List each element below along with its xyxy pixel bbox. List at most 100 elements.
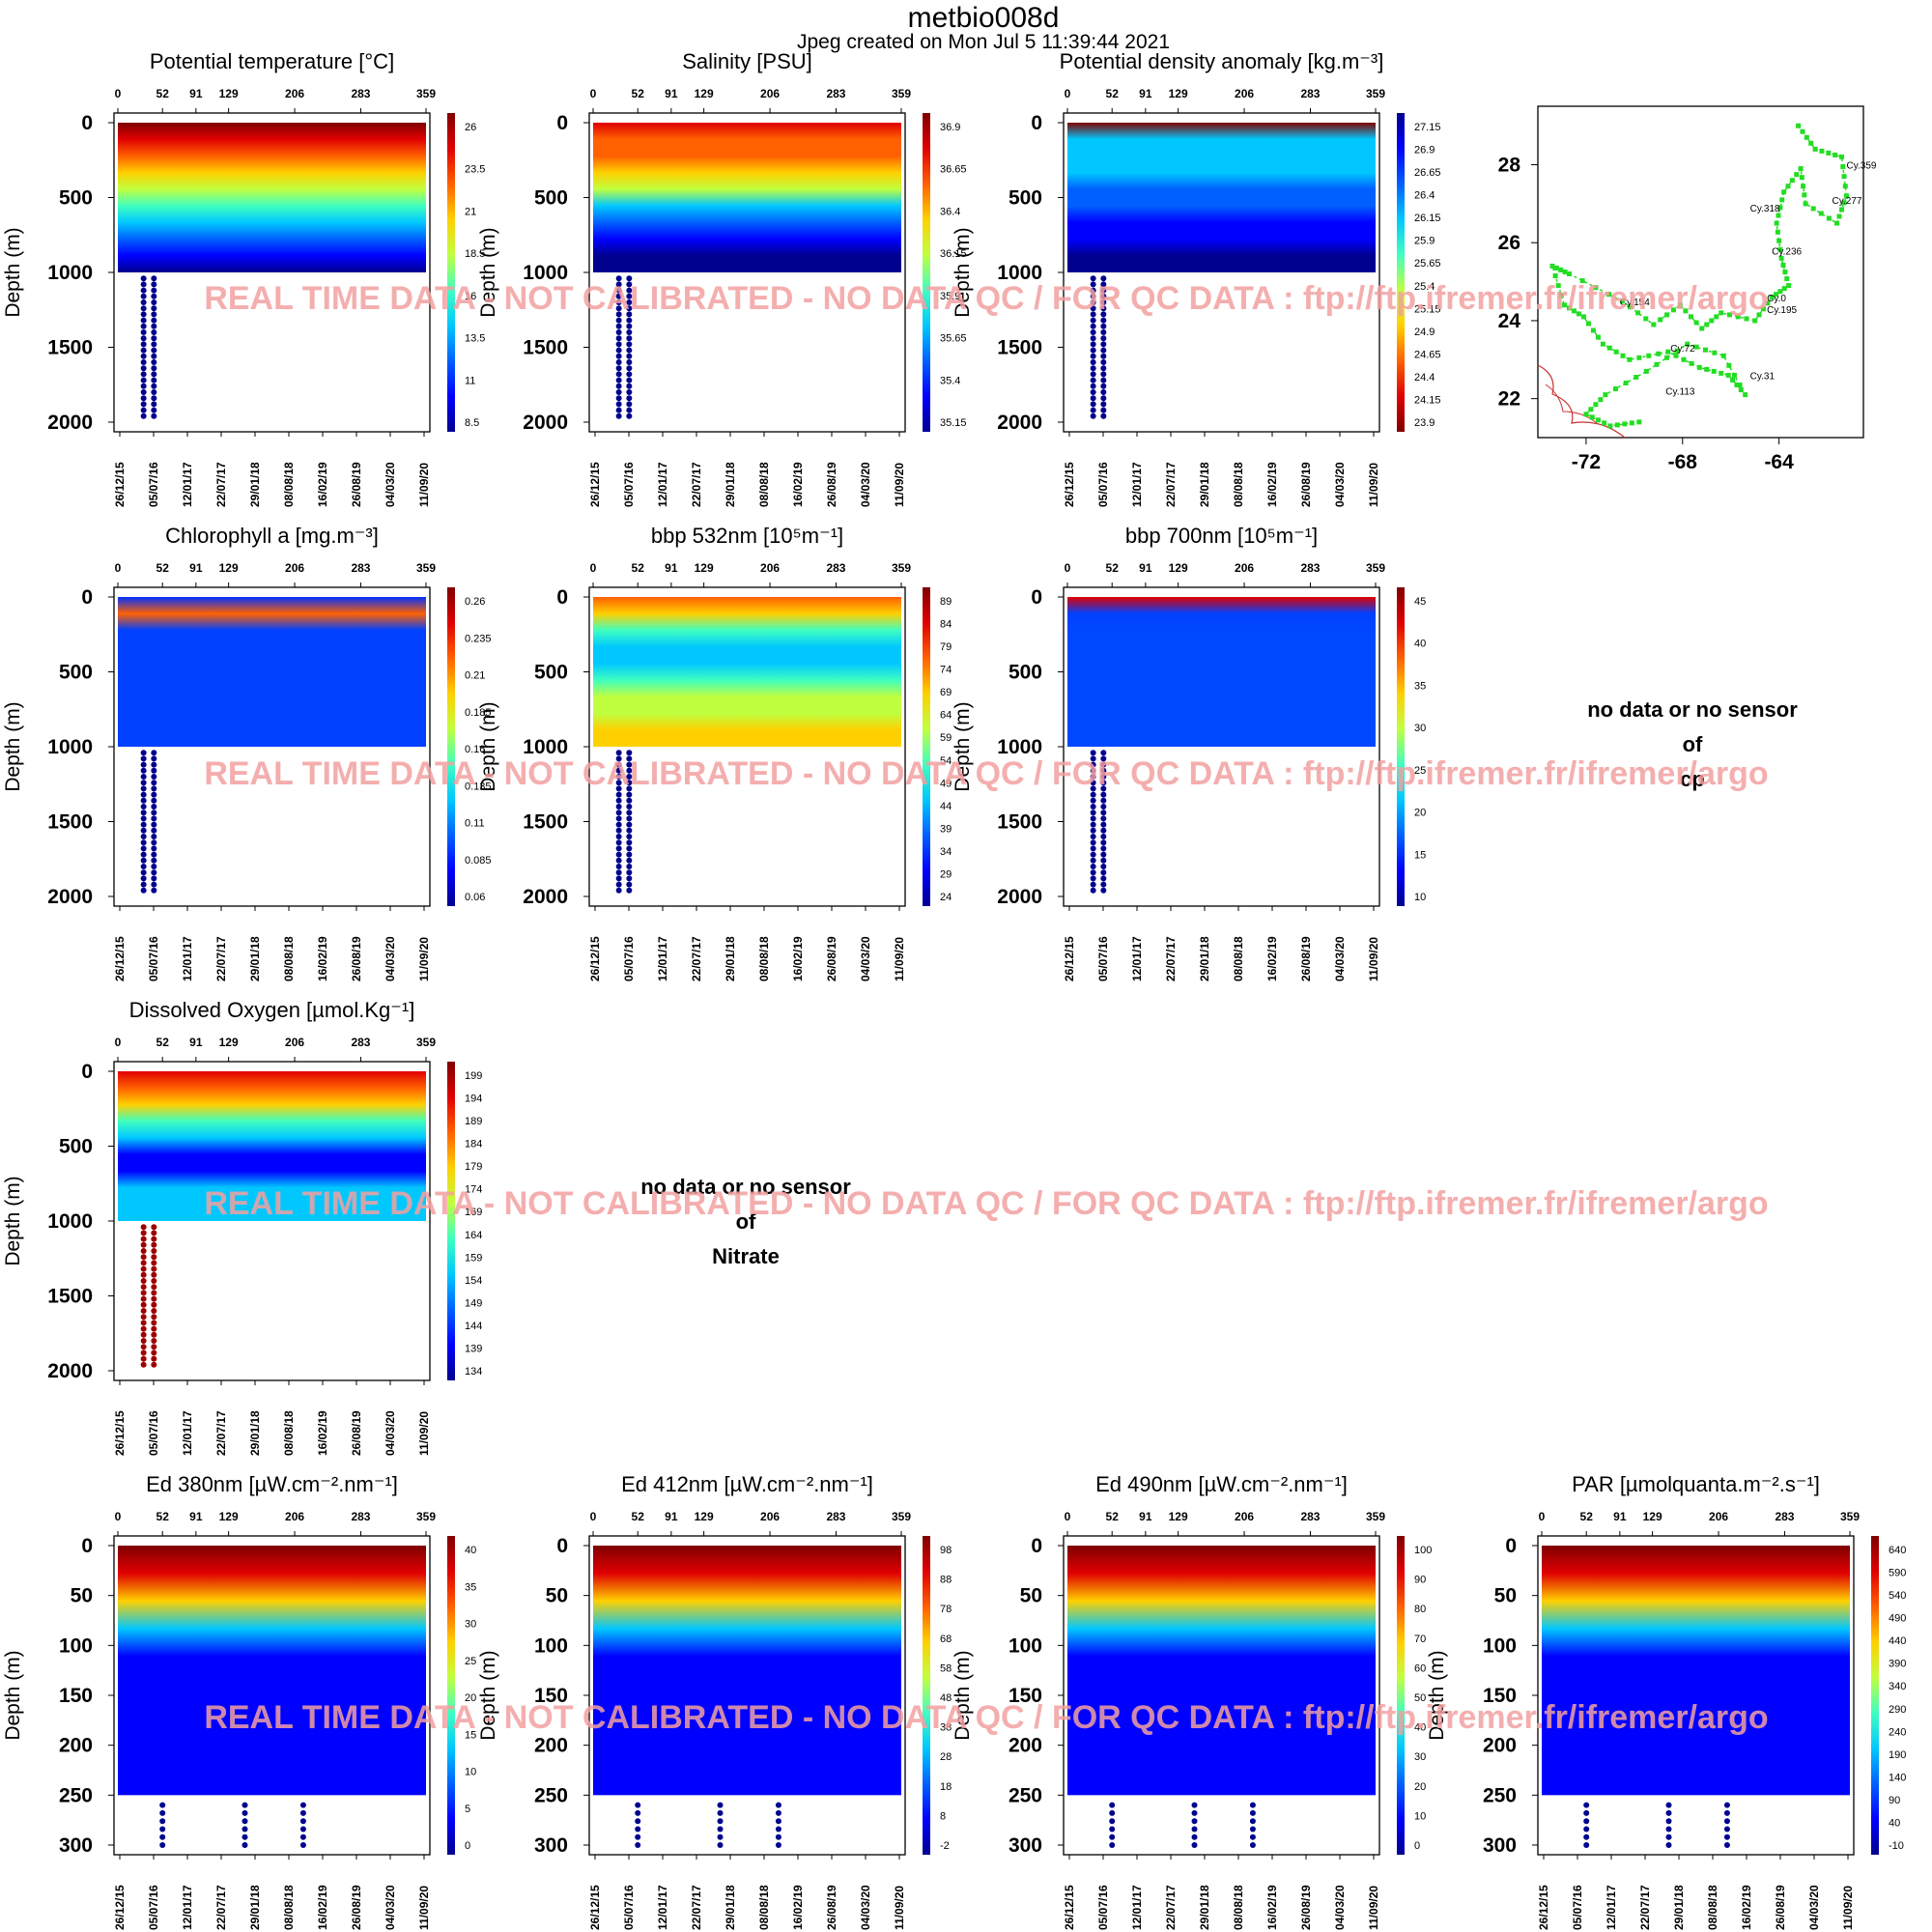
deep-profile-point <box>1100 875 1107 882</box>
deep-profile-point <box>717 1833 724 1840</box>
track-point <box>1839 207 1845 213</box>
colorbar-tick-label: 640 <box>1889 1545 1906 1556</box>
deep-profile-point <box>1100 810 1107 816</box>
deep-profile-point <box>151 1248 157 1254</box>
track-point <box>1818 211 1824 216</box>
track-point <box>1654 361 1660 367</box>
deep-profile-point <box>140 323 147 329</box>
deep-profile-point <box>140 774 147 780</box>
track-point <box>1839 154 1845 159</box>
deep-profile-point <box>1090 305 1096 312</box>
deep-profile-point <box>1100 365 1107 372</box>
colorbar-tick-label: 26.65 <box>1414 167 1441 179</box>
deep-profile-point <box>626 329 633 335</box>
deep-profile-point <box>151 1350 157 1356</box>
deep-profile-point <box>299 1833 306 1840</box>
colorbar-tick-label: 0.26 <box>465 596 485 608</box>
date-tick-label: 16/02/19 <box>316 462 329 507</box>
deep-profile-point <box>1100 335 1107 342</box>
track-point <box>1842 184 1848 189</box>
deep-profile-point <box>1090 821 1096 828</box>
track-point <box>1719 310 1724 316</box>
deep-profile-point <box>140 1301 147 1308</box>
y-tick-label: 100 <box>1483 1634 1517 1657</box>
deep-profile-point <box>140 1355 147 1362</box>
cycle-tick-label: 52 <box>632 87 645 100</box>
colorbar-tick-label: 35.4 <box>940 375 960 386</box>
profile-field <box>1067 597 1376 747</box>
deep-profile-point <box>140 1260 147 1266</box>
deep-profile-point <box>626 281 633 288</box>
track-point <box>1714 314 1719 320</box>
deep-profile-point <box>140 755 147 762</box>
deep-profile-point <box>1191 1818 1198 1825</box>
deep-profile-point <box>1109 1842 1116 1848</box>
colorbar-tick-label: 30 <box>465 1619 476 1631</box>
track-point <box>1834 220 1840 226</box>
deep-profile-point <box>151 1361 157 1368</box>
date-tick-label: 16/02/19 <box>1265 1885 1279 1930</box>
deep-profile-point <box>151 383 157 389</box>
date-tick-label: 12/01/17 <box>1605 1885 1618 1930</box>
colorbar-tick-label: -2 <box>940 1840 950 1852</box>
deep-profile-point <box>151 1241 157 1248</box>
track-point <box>1800 128 1805 134</box>
deep-profile-point <box>1090 755 1096 762</box>
date-tick-label: 04/03/20 <box>859 1885 872 1930</box>
track-point <box>1613 349 1619 355</box>
deep-profile-point <box>1090 875 1096 882</box>
deep-profile-point <box>1100 827 1107 834</box>
date-tick-label: 08/08/18 <box>282 1410 296 1456</box>
cycle-tick-label: 52 <box>632 1510 645 1523</box>
cycle-tick-label: 206 <box>1235 87 1254 100</box>
date-tick-label: 29/01/18 <box>1198 462 1211 507</box>
track-point <box>1588 407 1594 412</box>
colorbar-tick-label: 10 <box>465 1767 476 1778</box>
track-point <box>1566 305 1572 311</box>
date-tick-label: 16/02/19 <box>1265 936 1279 981</box>
date-tick-label: 08/08/18 <box>757 462 771 507</box>
deep-profile-point <box>140 815 147 822</box>
cycle-tick-label: 206 <box>285 1036 304 1049</box>
deep-profile-point <box>1100 791 1107 798</box>
deep-profile-point <box>1090 750 1096 756</box>
chart-title: Dissolved Oxygen [µmol.Kg⁻¹] <box>129 998 415 1022</box>
colorbar-tick-label: 26.4 <box>1414 190 1435 202</box>
nodata-panel-nitrate: no data or no sensor of Nitrate <box>640 1175 851 1268</box>
deep-profile-point <box>151 293 157 299</box>
track-point <box>1681 356 1687 362</box>
deep-profile-point <box>1090 412 1096 419</box>
colorbar-tick-label: 390 <box>1889 1659 1906 1670</box>
deep-profile-point <box>1191 1802 1198 1808</box>
deep-profile-point <box>151 1271 157 1278</box>
deep-profile-point <box>615 341 622 348</box>
colorbar-tick-label: 11 <box>465 375 475 386</box>
colorbar-tick-label: 29 <box>940 868 952 880</box>
cycle-tick-label: 129 <box>219 87 239 100</box>
date-tick-label: 11/09/20 <box>893 1886 906 1930</box>
deep-profile-point <box>1583 1833 1590 1840</box>
deep-profile-point <box>151 1338 157 1344</box>
deep-profile-point <box>140 395 147 402</box>
deep-profile-point <box>1090 851 1096 858</box>
cycle-label: Cy.0 <box>1767 294 1786 304</box>
deep-profile-point <box>1090 353 1096 359</box>
deep-profile-point <box>242 1809 248 1816</box>
date-tick-label: 22/07/17 <box>1164 936 1178 981</box>
colorbar <box>1397 113 1405 432</box>
deep-profile-point <box>140 1265 147 1272</box>
y-tick-label: 1500 <box>523 811 568 834</box>
date-tick-label: 11/09/20 <box>893 463 906 507</box>
deep-profile-point <box>151 1224 157 1231</box>
date-tick-label: 08/08/18 <box>1232 936 1245 981</box>
colorbar-tick-label: 8 <box>940 1810 946 1822</box>
track-point <box>1801 184 1806 189</box>
y-tick-label: 1000 <box>523 262 568 284</box>
date-tick-label: 26/12/15 <box>113 1410 127 1456</box>
colorbar-tick-label: 70 <box>1414 1634 1426 1645</box>
deep-profile-point <box>1090 797 1096 804</box>
deep-profile-point <box>615 881 622 888</box>
deep-profile-point <box>1090 761 1096 768</box>
deep-profile-point <box>626 875 633 882</box>
date-tick-label: 11/09/20 <box>417 1411 431 1456</box>
